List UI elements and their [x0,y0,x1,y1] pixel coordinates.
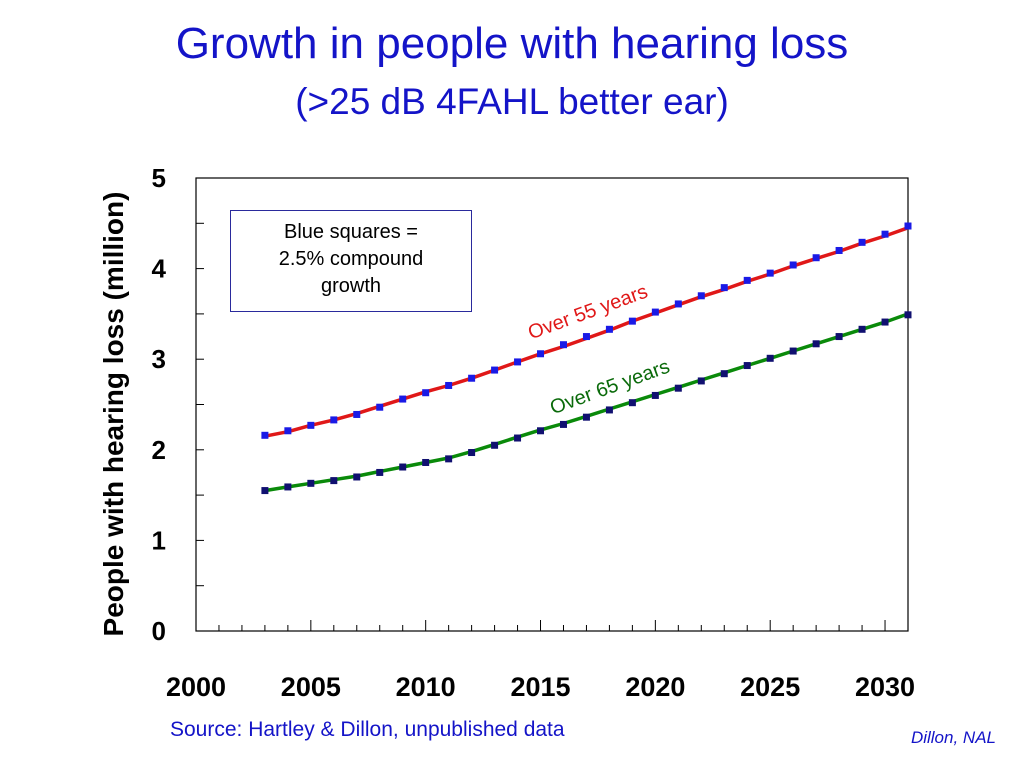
data-point-marker [720,284,728,292]
data-point-marker [582,413,590,421]
data-point-marker [491,441,499,449]
data-point-marker [766,354,774,362]
data-point-marker [330,416,338,424]
data-point-marker [468,449,476,457]
data-point-marker [628,399,636,407]
data-point-marker [284,427,292,435]
data-point-marker [399,395,407,403]
data-point-marker [605,406,613,414]
data-point-marker [651,391,659,399]
y-tick-label: 0 [152,616,166,646]
data-point-marker [582,333,590,341]
data-point-marker [445,455,453,463]
chart-title: Growth in people with hearing loss [175,19,849,68]
y-tick-label: 4 [152,254,167,284]
chart-subtitle: (>25 dB 4FAHL better ear) [295,81,729,122]
data-point-marker [674,300,682,308]
data-point-marker [537,350,545,358]
data-point-marker [422,458,430,466]
data-point-marker [674,384,682,392]
x-tick-label: 2025 [740,672,800,702]
data-point-marker [743,276,751,284]
data-point-marker [307,421,315,429]
y-tick-label: 2 [152,435,166,465]
x-tick-label: 2010 [396,672,456,702]
data-point-marker [812,340,820,348]
data-point-marker [399,463,407,471]
data-point-marker [743,362,751,370]
growth-note-line: growth [320,275,382,297]
data-point-marker [330,477,338,485]
data-point-marker [904,311,912,319]
x-tick-label: 2000 [166,672,226,702]
author-credit: Dillon, NAL [910,728,996,747]
data-point-marker [720,370,728,378]
data-point-marker [376,468,384,476]
data-point-marker [491,366,499,374]
data-point-marker [858,238,866,246]
data-point-marker [353,473,361,481]
data-point-marker [514,358,522,366]
data-point-marker [261,487,269,495]
data-point-marker [353,410,361,418]
data-point-marker [559,420,567,428]
growth-note-line: 2.5% compound [278,248,424,270]
y-tick-label: 3 [152,344,166,374]
data-point-marker [904,222,912,230]
data-point-marker [789,261,797,269]
data-point-marker [422,389,430,397]
data-point-marker [835,333,843,341]
y-tick-label: 5 [152,163,166,193]
data-point-marker [261,431,269,439]
data-point-marker [881,318,889,326]
data-point-marker [812,254,820,262]
data-point-marker [697,292,705,300]
data-point-marker [559,341,567,349]
data-point-marker [537,427,545,435]
data-point-marker [835,246,843,254]
x-tick-label: 2020 [625,672,685,702]
y-tick-label: 1 [152,525,166,555]
data-point-marker [651,308,659,316]
x-tick-label: 2005 [281,672,341,702]
data-point-marker [468,374,476,382]
data-point-marker [881,230,889,238]
data-point-marker [697,377,705,385]
data-point-marker [766,269,774,277]
data-point-marker [628,317,636,325]
data-point-marker [445,381,453,389]
x-tick-label: 2030 [855,672,915,702]
growth-note-box: Blue squares = 2.5% compound growth [230,210,472,312]
data-point-marker [376,403,384,411]
data-point-marker [307,479,315,487]
data-point-marker [605,325,613,333]
y-axis-title: People with hearing loss (million) [98,192,129,637]
source-note: Source: Hartley & Dillon, unpublished da… [170,718,565,741]
data-point-marker [789,347,797,355]
data-point-marker [858,325,866,333]
x-tick-label: 2015 [510,672,570,702]
growth-note-line: Blue squares = [284,221,418,243]
data-point-marker [284,483,292,491]
data-point-marker [514,434,522,442]
